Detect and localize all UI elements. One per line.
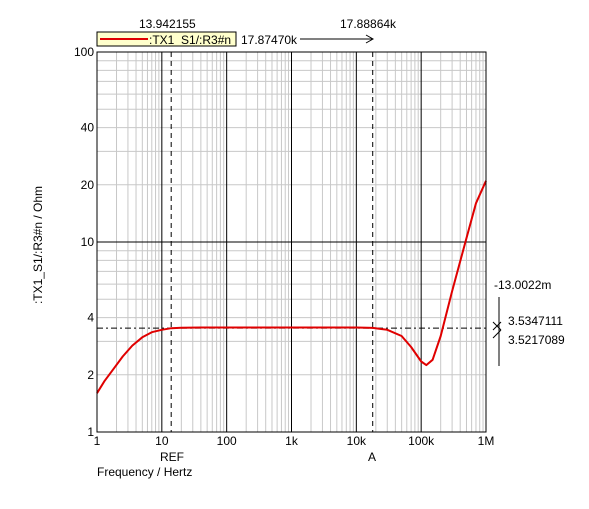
cursor-delta-y-value: -13.0022m [494,278,551,292]
cursor-lines [97,52,486,432]
legend-label: :TX1_S1/:R3#n [149,33,231,47]
y-tick-label: 40 [81,121,95,135]
ref-cursor-x-value: 13.942155 [139,17,196,31]
y-tick-labels: 1 2 4 10 20 40 100 [74,45,94,439]
cursor-delta-x-value: 17.87470k [241,33,298,47]
x-tick-labels: 1 10 100 1k 10k 100k 1M [94,434,495,448]
delta-y-marker [492,321,502,339]
a-cursor-x-value: 17.88864k [340,17,397,31]
series-layer [96,180,487,394]
x-tick-label: 1M [478,434,495,448]
x-tick-label: 10k [347,434,367,448]
a-cursor-label[interactable]: A [368,450,376,464]
x-tick-label: 1k [285,434,299,448]
plot-frame [96,51,487,433]
y-tick-label: 4 [87,311,94,325]
series-line [96,180,487,394]
y-tick-label: 10 [81,235,95,249]
ref-cursor-label[interactable]: REF [160,450,184,464]
x-tick-label: 1 [94,434,101,448]
x-tick-label: 100k [408,434,435,448]
x-tick-label: 10 [155,434,169,448]
legend-box[interactable] [96,31,237,47]
a-cursor-y-value: 3.5347111 [508,314,563,328]
x-tick-label: 100 [217,434,237,448]
y-tick-label: 20 [81,178,95,192]
ref-cursor-y-value: 3.5217089 [508,333,565,347]
y-tick-label: 2 [87,368,94,382]
y-axis-title: :TX1_S1/:R3#n / Ohm [31,186,45,304]
y-tick-label: 100 [74,45,94,59]
y-tick-label: 1 [87,425,94,439]
x-axis-title: Frequency / Hertz [97,465,192,479]
delta-x-arrow-head [365,34,375,44]
